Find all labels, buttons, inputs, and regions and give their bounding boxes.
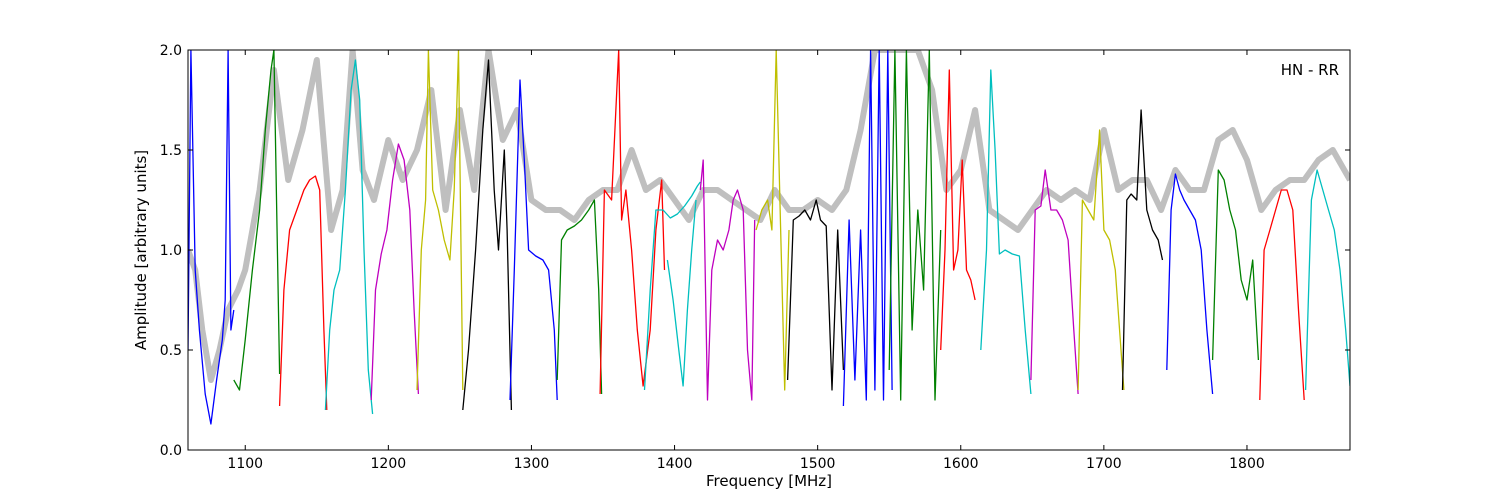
band-series-7 <box>462 59 513 411</box>
band-series-9 <box>556 199 603 395</box>
x-tick-label: 1400 <box>657 456 693 472</box>
band-series-19 <box>980 69 1032 395</box>
y-tick-label: 0.0 <box>160 443 182 459</box>
band-series-17 <box>888 50 942 401</box>
band-series-layer <box>188 50 1350 425</box>
y-axis-label: Amplitude [arbitrary units] <box>132 150 150 350</box>
band-series-1 <box>188 50 235 425</box>
band-series-3 <box>278 175 328 411</box>
band-series-21 <box>1077 129 1125 391</box>
band-series-11 <box>643 181 701 391</box>
x-tick-label: 1800 <box>1229 456 1265 472</box>
x-axis-label: Frequency [MHz] <box>706 472 832 490</box>
band-series-14 <box>755 50 790 391</box>
x-tick-label: 1600 <box>943 456 979 472</box>
band-series-20 <box>1030 169 1079 395</box>
band-series-26 <box>1304 169 1350 391</box>
y-tick-label: 0.5 <box>160 343 182 359</box>
band-series-15 <box>786 199 845 391</box>
y-axis-ticks: 0.0 0.5 1.0 1.5 2.0 <box>160 43 1350 459</box>
x-tick-label: 1200 <box>371 456 407 472</box>
band-series-5 <box>370 143 420 401</box>
band-series-22 <box>1121 109 1164 391</box>
band-series-23 <box>1166 173 1214 395</box>
band-series-6 <box>416 50 464 391</box>
band-series-18 <box>940 69 976 351</box>
y-tick-label: 2.0 <box>160 43 182 59</box>
panel-annotation: HN - RR <box>1281 61 1339 79</box>
x-tick-label: 1700 <box>1086 456 1122 472</box>
x-axis-ticks: 1100 1200 1300 1400 1500 1600 1700 1800 <box>227 50 1265 472</box>
y-tick-label: 1.0 <box>160 243 182 259</box>
y-tick-label: 1.5 <box>160 143 182 159</box>
band-series-2 <box>233 50 281 391</box>
band-series-8 <box>509 79 558 401</box>
x-tick-label: 1300 <box>514 456 550 472</box>
x-tick-label: 1500 <box>800 456 836 472</box>
band-series-10 <box>599 50 666 395</box>
band-series-4 <box>324 59 374 415</box>
x-tick-label: 1100 <box>227 456 263 472</box>
band-series-16 <box>842 50 893 407</box>
band-series-25 <box>1259 189 1305 401</box>
background-trace-layer <box>188 50 1350 383</box>
band-series-24 <box>1211 169 1260 361</box>
band-series-13 <box>699 159 756 401</box>
band-series-12 <box>666 199 697 387</box>
background-trace-line <box>188 50 1350 383</box>
